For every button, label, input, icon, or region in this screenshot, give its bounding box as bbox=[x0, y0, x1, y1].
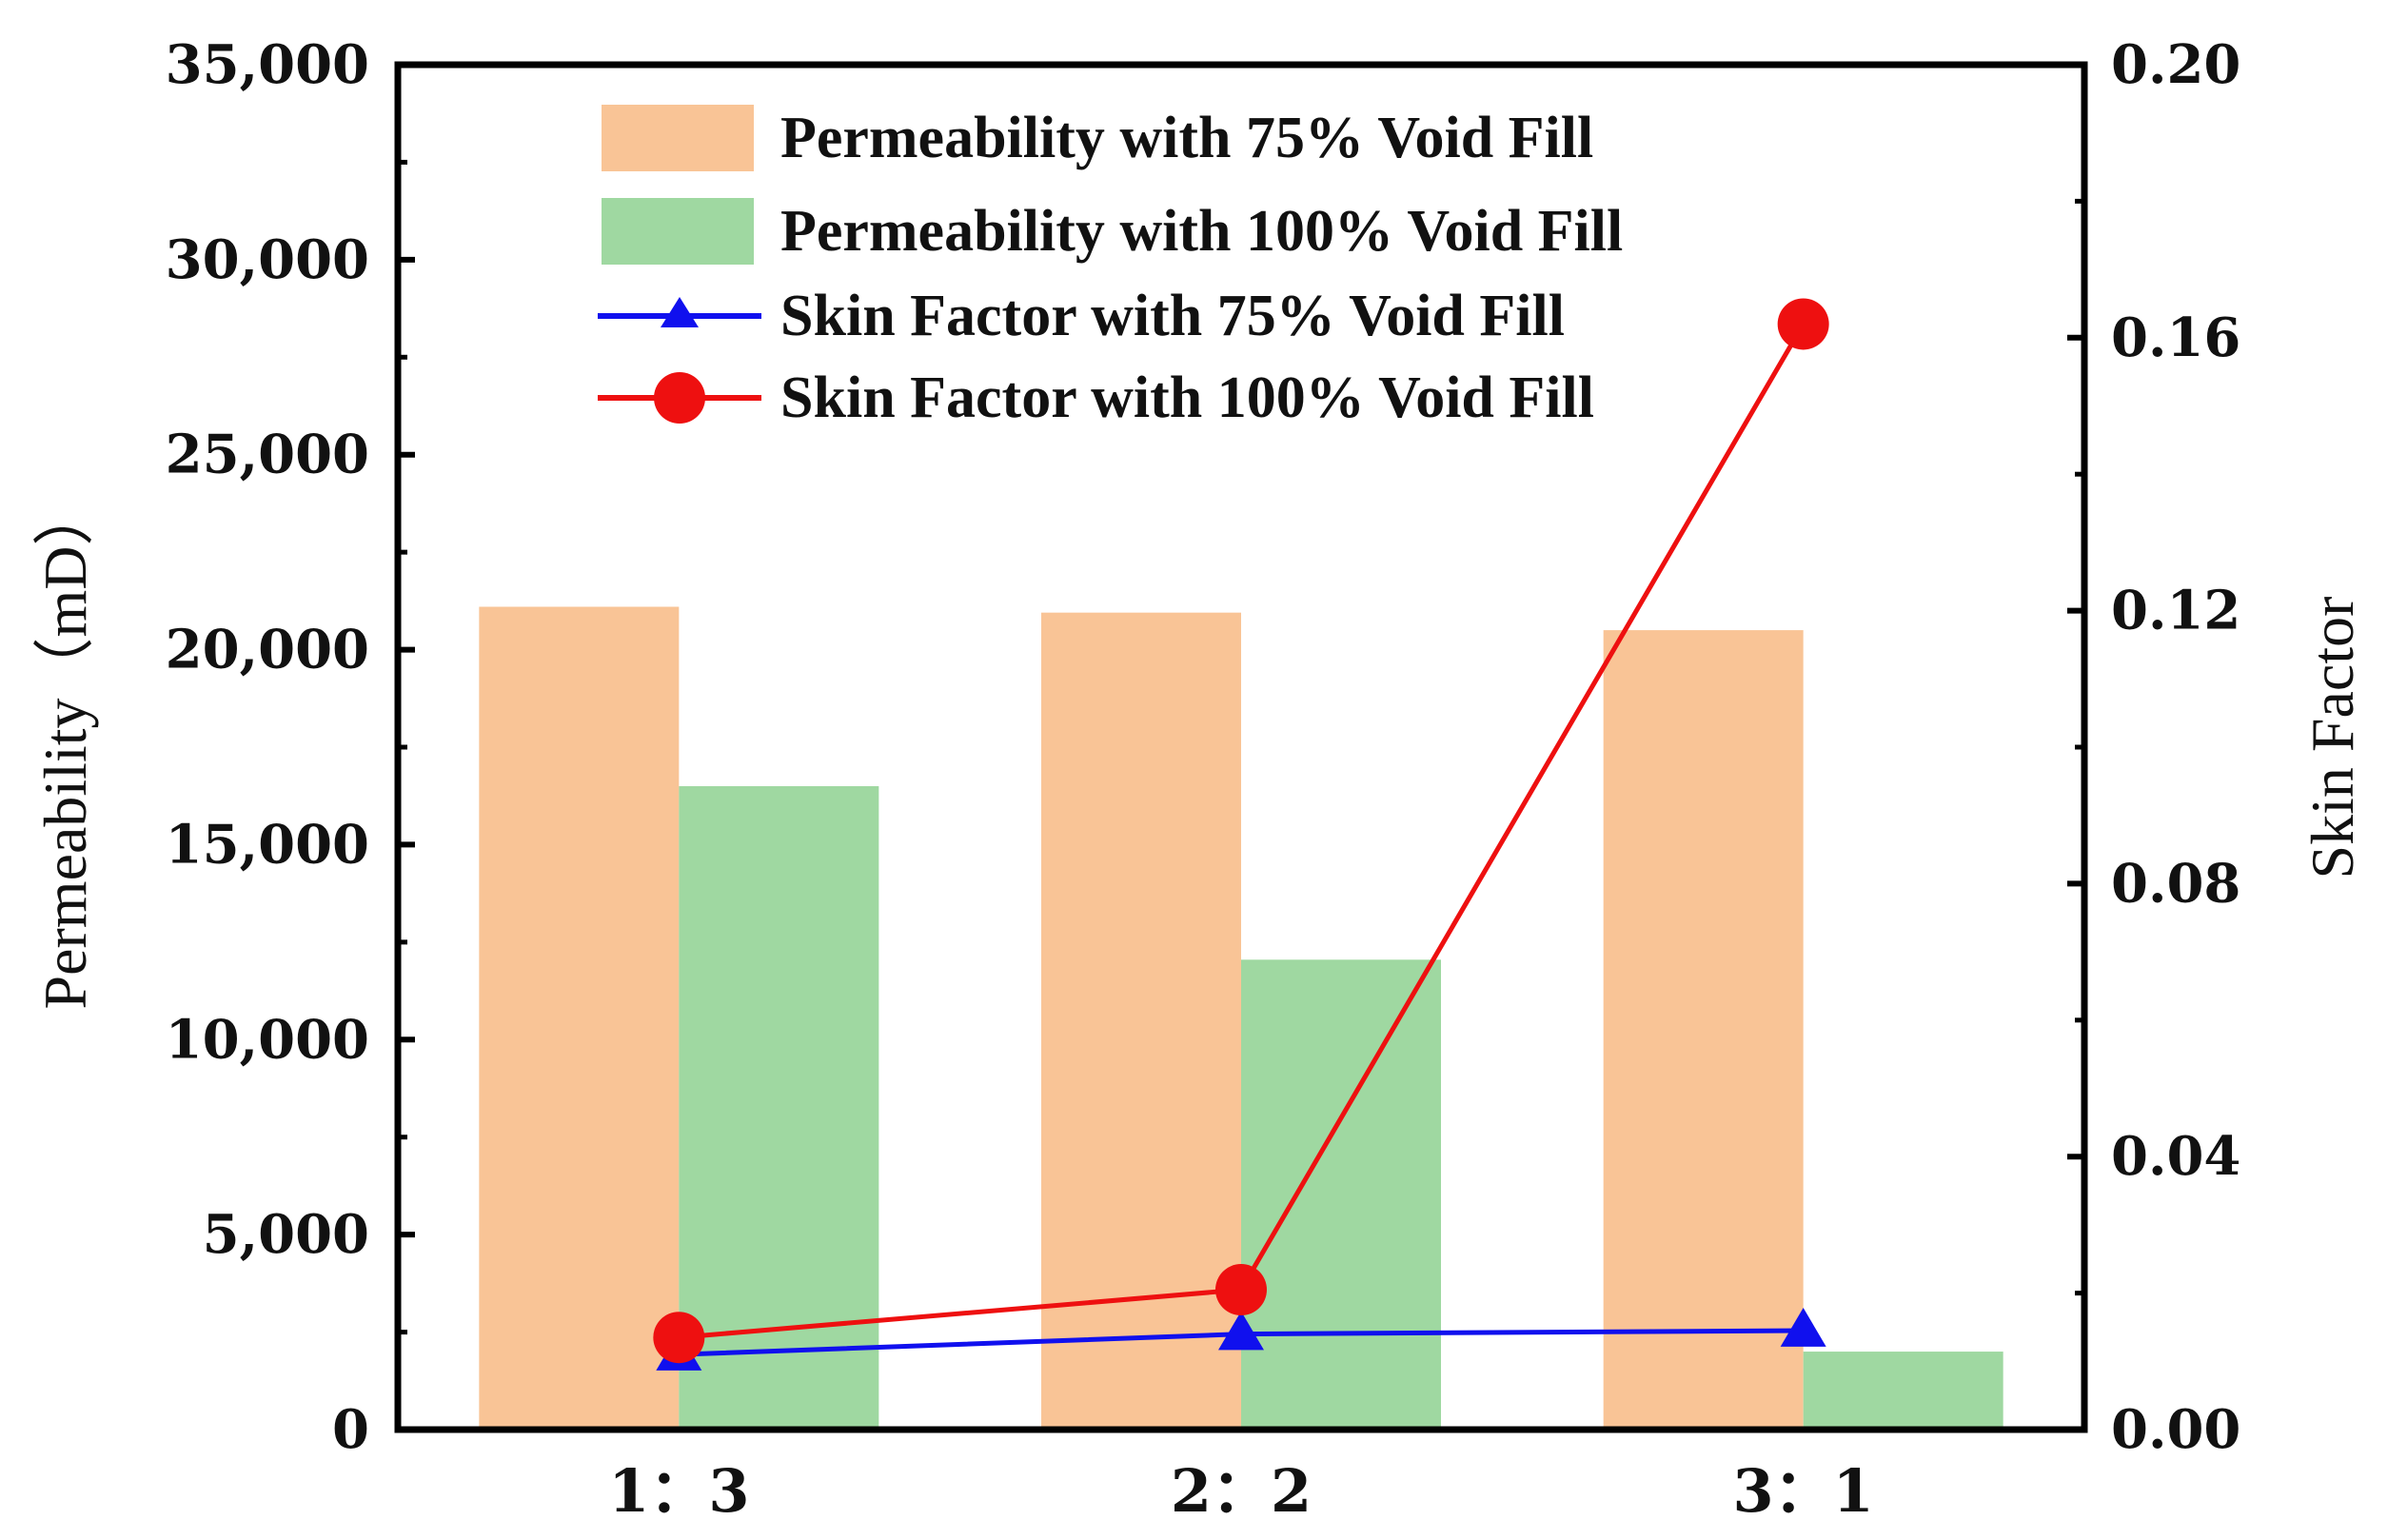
legend-skin-100: Skin Factor with 100% Void Fill bbox=[598, 365, 1594, 430]
legend-skin-75-label: Skin Factor with 75% Void Fill bbox=[780, 284, 1565, 348]
bars-layer bbox=[479, 606, 2003, 1430]
marker-skin-100-2 bbox=[1777, 298, 1829, 350]
legend-perm-75: Permeability with 75% Void Fill bbox=[602, 105, 1593, 171]
right-tick-label-1: 0.04 bbox=[2111, 1125, 2240, 1188]
bar-perm-75-2 bbox=[1603, 630, 1804, 1430]
legend-perm-75-label: Permeability with 75% Void Fill bbox=[780, 106, 1593, 170]
left-tick-label-4: 20,000 bbox=[166, 619, 369, 681]
bar-perm-100-2 bbox=[1803, 1352, 2003, 1430]
left-tick-label-0: 0 bbox=[332, 1398, 369, 1461]
left-tick-label-7: 35,000 bbox=[166, 33, 369, 96]
legend-perm-100-swatch bbox=[602, 198, 754, 265]
left-tick-label-2: 10,000 bbox=[166, 1008, 369, 1071]
x-tick-label-2: 3：1 bbox=[1733, 1456, 1874, 1526]
bar-perm-100-1 bbox=[1241, 959, 1441, 1430]
lines-layer bbox=[653, 298, 1829, 1371]
left-tick-label-5: 25,000 bbox=[166, 424, 369, 486]
left-tick-label-1: 5,000 bbox=[203, 1203, 369, 1266]
left-tick-label-6: 30,000 bbox=[166, 228, 369, 291]
left-tick-label-3: 15,000 bbox=[166, 813, 369, 876]
y-axis-left-title: Permeability（mD） bbox=[31, 484, 99, 1009]
marker-skin-100-0 bbox=[653, 1312, 705, 1364]
legend-skin-75-marker bbox=[661, 297, 699, 327]
x-tick-label-0: 1：3 bbox=[608, 1456, 749, 1526]
right-tick-label-5: 0.20 bbox=[2111, 33, 2240, 96]
marker-skin-100-1 bbox=[1215, 1264, 1267, 1316]
right-tick-label-4: 0.16 bbox=[2111, 306, 2240, 369]
marker-skin-75-1 bbox=[1218, 1311, 1264, 1351]
axes-layer: 0 5,000 10,000 15,000 20,000 25,000 30,000 35,0… bbox=[31, 33, 2366, 1526]
legend-skin-75: Skin Factor with 75% Void Fill bbox=[598, 284, 1565, 348]
legend-skin-100-marker bbox=[654, 372, 705, 424]
x-tick-label-1: 2：2 bbox=[1171, 1456, 1312, 1526]
legend-perm-75-swatch bbox=[602, 105, 754, 171]
legend-perm-100: Permeability with 100% Void Fill bbox=[602, 198, 1623, 265]
bar-perm-75-0 bbox=[479, 606, 680, 1430]
y-axis-right-title: Skin Factor bbox=[2299, 597, 2366, 879]
legend-perm-100-label: Permeability with 100% Void Fill bbox=[780, 199, 1623, 264]
right-tick-label-2: 0.08 bbox=[2111, 852, 2240, 915]
right-tick-label-0: 0.00 bbox=[2111, 1398, 2240, 1461]
marker-skin-75-2 bbox=[1780, 1308, 1826, 1347]
bar-perm-75-1 bbox=[1041, 612, 1241, 1430]
legend-skin-100-label: Skin Factor with 100% Void Fill bbox=[780, 365, 1594, 430]
right-tick-label-3: 0.12 bbox=[2111, 580, 2240, 642]
legend-layer: Permeability with 75% Void Fill Permeabil… bbox=[598, 105, 1623, 430]
